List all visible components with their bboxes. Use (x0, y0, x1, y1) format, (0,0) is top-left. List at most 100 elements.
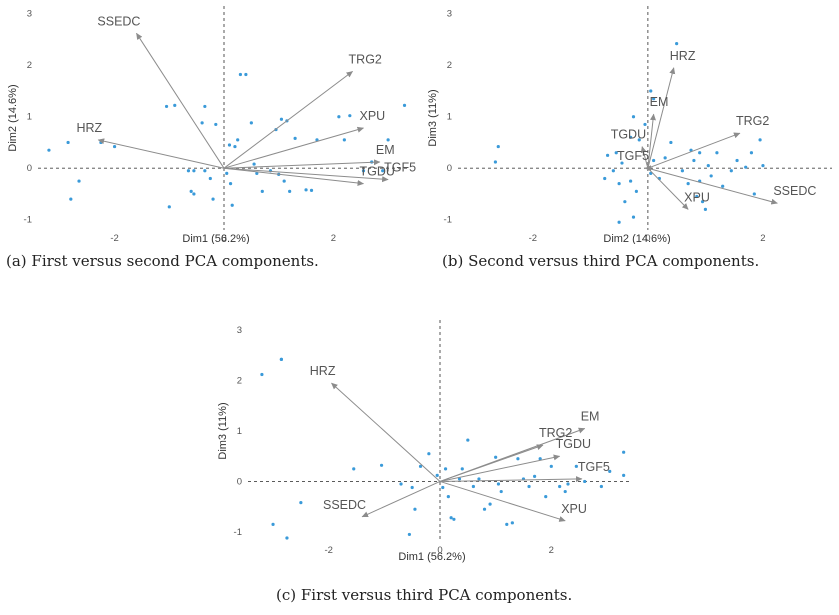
data-point (446, 494, 450, 499)
data-point (706, 164, 710, 168)
arrow-label-em: EM (581, 409, 600, 423)
data-point (611, 169, 615, 173)
data-point (361, 169, 366, 173)
data-point (477, 477, 481, 481)
arrow-label-tgdu: TGDU (360, 165, 395, 179)
data-point (709, 174, 713, 178)
data-point (230, 203, 234, 207)
data-point (692, 158, 696, 163)
data-point (227, 143, 232, 147)
data-point (663, 156, 667, 160)
data-point (452, 517, 456, 521)
loading-arrow-trg2 (439, 444, 544, 482)
y-tick-label: 3 (447, 9, 452, 20)
data-point (652, 158, 656, 163)
data-point (236, 138, 240, 142)
x-axis-title: Dim1 (56.2%) (398, 551, 465, 563)
data-point (494, 455, 498, 459)
data-point (203, 104, 207, 109)
x-tick-label: -2 (529, 233, 537, 244)
y-axis-title: Dim3 (11%) (427, 89, 439, 146)
data-point (260, 189, 264, 193)
biplot-a: -2 0 2 -1 0 1 2 3 Dim1 (56.2%) Dim2 (14.6%) SSEDC T… (7, 6, 416, 244)
data-point (299, 501, 303, 505)
data-point (443, 467, 448, 471)
x-tick-label: 2 (331, 233, 336, 244)
data-point (574, 464, 578, 468)
arrow-label-em: EM (650, 95, 669, 109)
loading-arrow-tgf5 (439, 476, 583, 483)
data-point (488, 502, 492, 506)
data-point (675, 41, 679, 46)
data-point (260, 372, 264, 377)
x-tick-label: -2 (324, 545, 332, 556)
data-point (413, 507, 417, 511)
data-point (233, 144, 237, 149)
x-tick-label: 0 (221, 233, 226, 244)
data-point (211, 197, 215, 201)
data-point (164, 104, 169, 109)
data-point (758, 138, 762, 142)
arrow-label-hrz: HRZ (76, 121, 102, 135)
data-point (77, 179, 81, 183)
data-point (566, 482, 570, 486)
data-point (563, 489, 567, 494)
y-tick-label: 2 (27, 60, 32, 71)
data-point (496, 482, 501, 486)
data-point (410, 485, 414, 490)
data-point (761, 164, 765, 168)
data-point (527, 484, 531, 489)
loading-arrow-hrz (331, 382, 441, 482)
data-point (167, 205, 171, 209)
data-point (617, 220, 621, 224)
data-point (427, 452, 431, 456)
x-tick-label: -2 (110, 233, 118, 244)
arrow-label-hrz: HRZ (310, 364, 336, 378)
y-tick-label: 1 (27, 112, 32, 123)
loading-arrow-xpu (223, 126, 364, 169)
data-point (47, 148, 51, 152)
data-point (255, 171, 259, 175)
data-point (680, 169, 684, 173)
arrow-label-tgf5: TGF5 (617, 149, 649, 163)
loading-arrow-ssedc (361, 480, 441, 518)
data-point (549, 464, 553, 468)
arrow-label-trg2: TRG2 (736, 114, 769, 128)
data-point (435, 473, 439, 477)
data-point (99, 140, 103, 145)
data-point (499, 489, 503, 494)
y-tick-label: 1 (237, 426, 242, 437)
caption-a: (a) First versus second PCA components. (6, 252, 319, 270)
data-point (482, 507, 487, 511)
data-point (558, 484, 562, 489)
arrow-label-ssedc: SSEDC (97, 14, 140, 28)
data-point (337, 115, 341, 119)
x-tick-label: 0 (645, 233, 650, 244)
data-point (614, 151, 618, 155)
arrow-label-tgdu: TGDU (556, 437, 591, 451)
data-point (510, 521, 514, 525)
data-point (749, 151, 754, 155)
data-point (173, 103, 177, 107)
data-point (729, 169, 733, 173)
data-point (449, 516, 453, 520)
y-tick-label: -1 (444, 215, 452, 226)
data-point (186, 169, 191, 173)
data-point (271, 522, 275, 526)
loading-arrow-hrz (647, 67, 676, 169)
data-point (631, 215, 636, 219)
data-point (583, 479, 587, 484)
loading-arrow-trg2 (647, 132, 741, 169)
y-tick-label: 0 (447, 163, 452, 174)
data-point (228, 182, 233, 186)
data-point (348, 114, 352, 118)
data-point (622, 473, 626, 477)
data-point (288, 189, 292, 193)
data-point (279, 117, 284, 121)
data-point (637, 138, 641, 142)
loading-arrow-hrz (97, 138, 225, 169)
arrow-label-ssedc: SSEDC (773, 184, 816, 198)
data-point (516, 457, 520, 461)
x-tick-label: 0 (437, 545, 442, 556)
x-tick-label: 2 (549, 545, 554, 556)
